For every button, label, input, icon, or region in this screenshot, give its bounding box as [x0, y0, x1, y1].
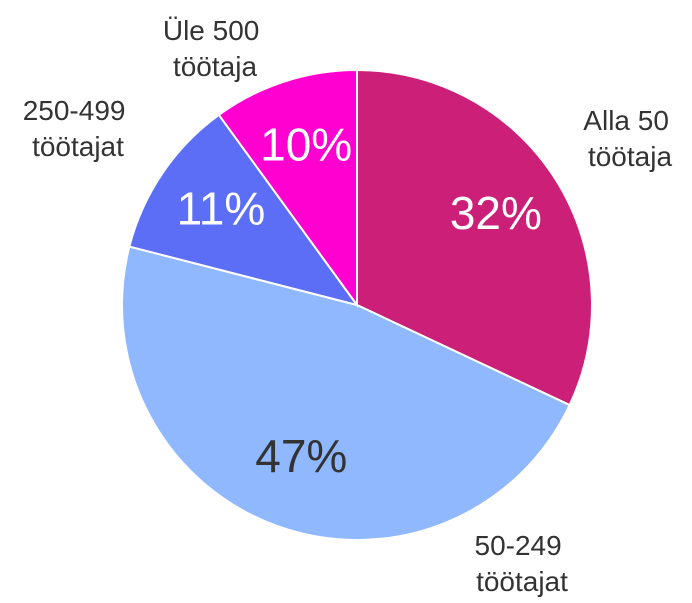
category-label: 250-499 töötajat [23, 95, 134, 162]
category-label-line: töötaja [173, 51, 257, 82]
category-label-line: Alla 50 [583, 105, 676, 136]
pie-slice [128, 113, 360, 307]
pie-slice [356, 68, 593, 407]
value-label: 10% [260, 119, 352, 171]
category-label-line: 250-499 [23, 95, 134, 126]
category-label-line: Üle 500 [163, 15, 267, 46]
category-label-line: töötaja [588, 141, 672, 172]
value-label: 32% [450, 187, 542, 239]
value-label: 47% [255, 430, 347, 482]
pie-slice [121, 245, 571, 541]
category-label-line: töötajat [32, 131, 124, 162]
value-label: 11% [177, 183, 266, 235]
category-label: 50-249 töötajat [475, 530, 570, 597]
category-label: Üle 500 töötaja [163, 15, 267, 82]
category-label-line: töötajat [476, 566, 568, 597]
category-label: Alla 50 töötaja [583, 105, 676, 172]
category-label-line: 50-249 [475, 530, 570, 561]
pie-slice [217, 68, 358, 309]
